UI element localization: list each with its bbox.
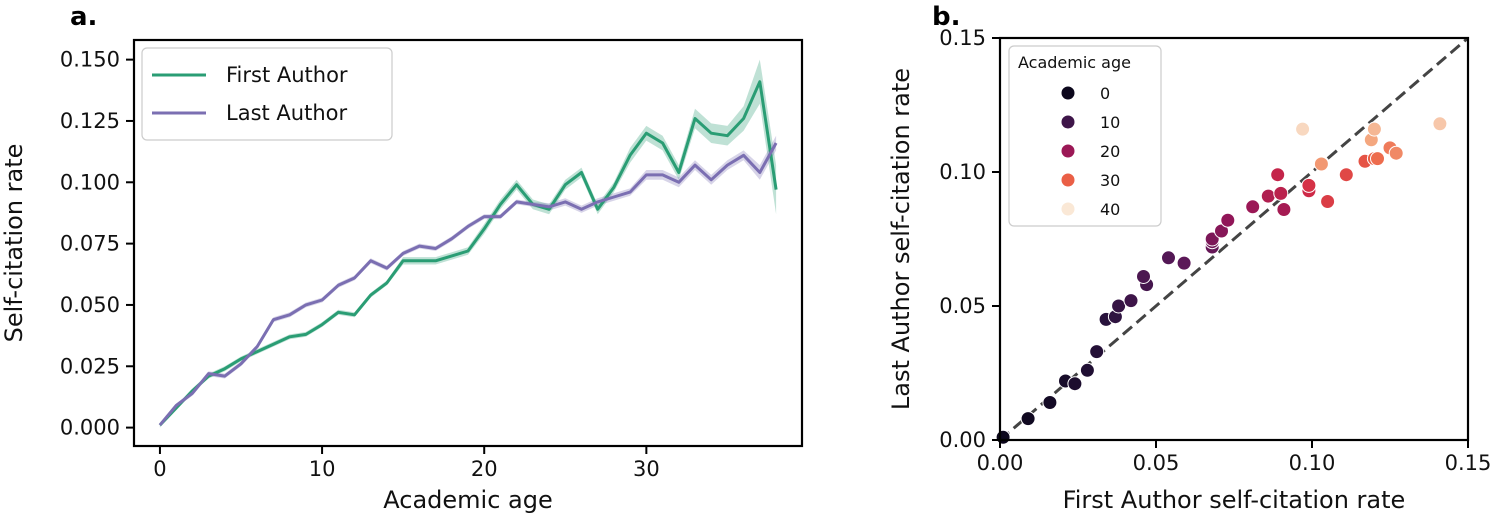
- b-legend-entry-label: 0: [1100, 84, 1110, 103]
- b-y-tick-label: 0.00: [939, 428, 986, 452]
- panel-a-label: a.: [70, 2, 97, 32]
- b-scatter-point: [1161, 250, 1176, 266]
- a-series-lines: [158, 80, 778, 427]
- b-scatter-point: [1370, 151, 1385, 167]
- b-scatter-point: [1276, 202, 1292, 217]
- a-x-ticks: 0 10 20 30: [153, 446, 660, 481]
- b-legend-entry-label: 30: [1100, 171, 1120, 190]
- b-x-tick-label: 0.05: [1133, 451, 1180, 475]
- b-scatter-point: [1176, 255, 1192, 271]
- a-y-ticks: 0.000 0.025 0.050 0.075 0.100 0.125 0.150: [60, 48, 134, 440]
- b-scatter-point: [1313, 156, 1329, 172]
- a-legend-box: [141, 47, 393, 141]
- b-legend-swatch: [1060, 114, 1076, 130]
- b-scatter-point: [1136, 269, 1151, 284]
- b-scatter-point: [1320, 194, 1336, 209]
- b-plot-frame: [998, 36, 1470, 442]
- a-legend-last-author-label: Last Author: [226, 101, 347, 125]
- a-x-tick-label: 10: [309, 457, 336, 481]
- b-scatter-point: [1295, 121, 1311, 137]
- b-x-tick-label: 0.15: [1445, 451, 1492, 475]
- b-scatter-point: [1260, 188, 1276, 204]
- panel-b-scatter-chart: b. 0.00 0.05 0.10 0.15 0.00 0.05 0.10 0.15 Fir…: [887, 2, 1491, 514]
- b-y-tick-label: 0.05: [939, 294, 986, 318]
- b-legend-swatch: [1060, 172, 1076, 188]
- b-scatter-point: [1020, 411, 1036, 427]
- a-x-axis-title: Academic age: [383, 486, 552, 514]
- b-y-ticks: 0.00 0.05 0.10 0.15: [939, 26, 1000, 452]
- b-legend-swatch: [1060, 201, 1076, 217]
- a-y-tick-label: 0.000: [60, 416, 120, 440]
- a-y-tick-label: 0.075: [60, 232, 120, 256]
- a-x-tick-label: 0: [153, 457, 166, 481]
- b-legend-title: Academic age: [1018, 53, 1131, 72]
- b-scatter-point: [1301, 177, 1317, 193]
- b-scatter-point: [1245, 199, 1261, 215]
- b-scatter-point: [1111, 298, 1127, 314]
- a-y-tick-label: 0.050: [60, 293, 120, 317]
- a-y-tick-label: 0.150: [60, 48, 120, 72]
- b-legend-entry-label: 20: [1100, 142, 1120, 161]
- a-y-tick-label: 0.025: [60, 354, 120, 378]
- b-legend-box: [1008, 45, 1162, 227]
- a-x-tick-label: 30: [633, 457, 660, 481]
- b-x-tick-label: 0.10: [1289, 451, 1336, 475]
- a-y-tick-label: 0.100: [60, 170, 120, 194]
- a-y-axis-title: Self-citation rate: [0, 144, 28, 343]
- b-scatter-point: [1079, 362, 1095, 378]
- b-x-axis-title: First Author self-citation rate: [1063, 486, 1406, 514]
- b-scatter-point: [1388, 145, 1404, 161]
- b-legend: Academic age 0 10 20 30 40: [1008, 45, 1162, 227]
- b-scatter-point: [1220, 212, 1236, 228]
- b-legend-entry-label: 10: [1100, 113, 1120, 132]
- a-line-last-author: [158, 142, 778, 427]
- b-legend-swatch: [1060, 85, 1076, 101]
- a-legend-first-author-label: First Author: [226, 63, 348, 87]
- panel-b-label: b.: [932, 2, 961, 32]
- a-plot-frame: [132, 38, 804, 448]
- b-x-ticks: 0.00 0.05 0.10 0.15: [977, 440, 1492, 475]
- b-scatter-point: [1338, 167, 1354, 183]
- b-scatter-point: [1042, 395, 1058, 410]
- panel-a-line-chart: a. 0 10 20 30 0.000 0.025 0.050 0.075 0.100 0.12…: [0, 2, 804, 514]
- a-y-tick-label: 0.125: [60, 109, 120, 133]
- b-legend-entry-label: 40: [1100, 200, 1120, 219]
- b-scatter-point: [995, 429, 1011, 445]
- b-scatter-points: [995, 116, 1448, 445]
- b-scatter-point: [1089, 344, 1105, 360]
- b-scatter-point: [1067, 376, 1083, 392]
- b-y-tick-label: 0.10: [939, 160, 986, 184]
- a-legend: First Author Last Author: [141, 47, 393, 141]
- b-legend-entries: 0 10 20 30 40: [1060, 84, 1120, 219]
- a-x-tick-label: 20: [471, 457, 498, 481]
- b-scatter-point: [1273, 185, 1289, 201]
- b-legend-swatch: [1060, 143, 1076, 159]
- b-identity-diagonal: [999, 36, 1469, 442]
- b-scatter-point: [1123, 293, 1139, 309]
- b-scatter-point: [1432, 116, 1448, 132]
- b-x-tick-label: 0.00: [977, 451, 1024, 475]
- a-line-first-author: [158, 80, 778, 427]
- b-y-tick-label: 0.15: [939, 26, 986, 50]
- b-y-axis-title: Last Author self-citation rate: [887, 68, 915, 410]
- b-scatter-point: [1366, 121, 1382, 137]
- b-scatter-point: [1270, 167, 1286, 183]
